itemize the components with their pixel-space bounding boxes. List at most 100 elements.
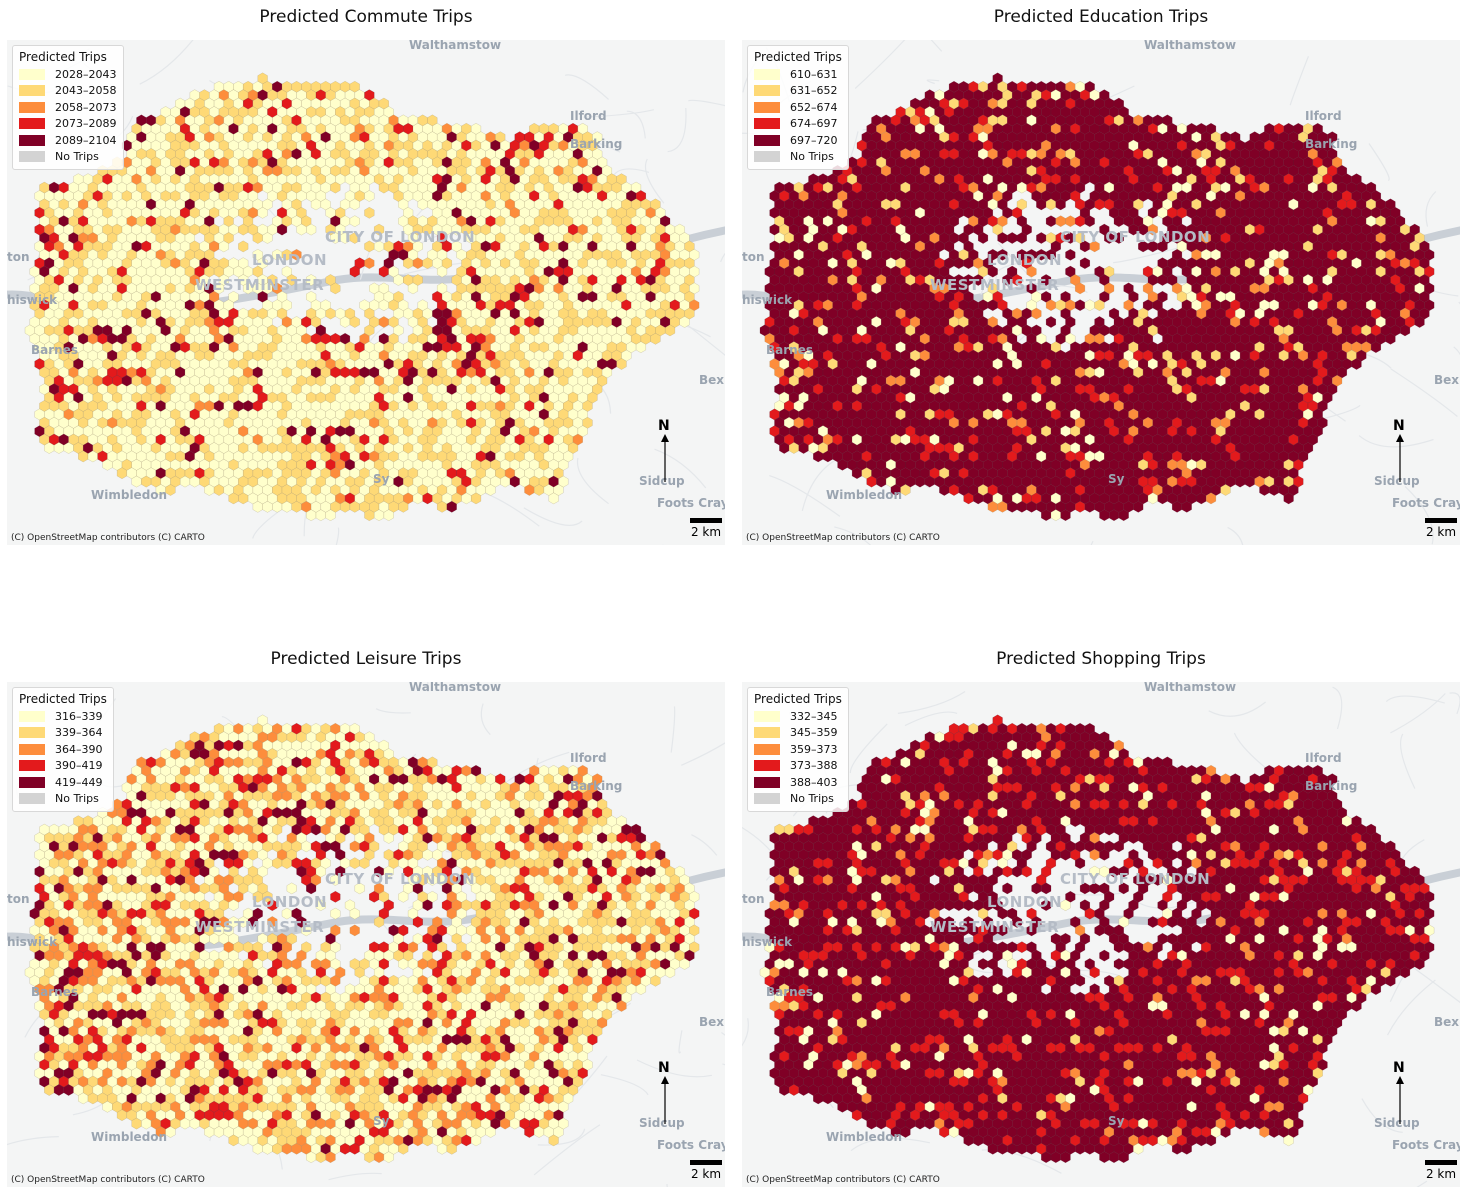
legend-title: Predicted Trips: [19, 50, 107, 64]
place-label-chiswick: hiswick: [7, 293, 58, 307]
street-line: [926, 79, 940, 85]
place-label-barnes: Barnes: [31, 343, 78, 357]
legend-label: 2073–2089: [55, 117, 117, 131]
hex-cell: [165, 484, 176, 496]
scale-bar-line: [690, 518, 722, 523]
street-line: [801, 456, 843, 512]
street-line: [576, 457, 609, 505]
hex-cell: [277, 223, 288, 236]
hex-cell: [306, 274, 317, 286]
hex-cell: [1055, 215, 1066, 228]
place-label-london: LONDON: [252, 251, 328, 269]
hex-cell: [383, 509, 394, 522]
street-line: [1113, 246, 1182, 264]
street-line: [1453, 346, 1460, 356]
street-line: [654, 448, 707, 489]
legend-swatch: [19, 134, 45, 146]
street-line: [1358, 435, 1434, 448]
street-line: [688, 99, 725, 107]
street-line: [523, 507, 583, 526]
hex-cell: [364, 257, 375, 270]
hex-cell: [485, 484, 496, 496]
hex-cell: [330, 181, 341, 194]
street-line: [1458, 301, 1460, 305]
place-label-westminster: WESTMINSTER: [195, 276, 325, 294]
legend-label: 2043–2058: [55, 84, 117, 98]
legend-swatch: [19, 68, 45, 80]
street-line: [997, 242, 1042, 290]
hex-cell: [1084, 299, 1095, 312]
hex-cell: [349, 265, 360, 278]
hex-cell: [398, 500, 409, 513]
legend: Predicted Trips 2028–2043 2043–2058 2058–20…: [12, 45, 124, 170]
hex-map: Walthamstow Ilford Barking CITY OF LONDON LO…: [7, 40, 725, 545]
hex-cell: [1036, 232, 1047, 244]
map-attribution: (C) OpenStreetMap contributors (C) CARTO: [11, 533, 205, 543]
street-line: [583, 109, 655, 118]
street-line: [667, 107, 687, 153]
place-label-wimbledon: Wimbledon: [91, 488, 168, 502]
hex-cell: [257, 206, 268, 219]
street-line: [1289, 56, 1309, 106]
street-line: [1404, 485, 1434, 545]
legend-swatch: [19, 118, 45, 130]
hex-grid: [24, 72, 700, 522]
hex-cell: [349, 198, 360, 211]
hex-cell: [374, 223, 385, 236]
legend-label: No Trips: [55, 150, 99, 164]
place-label-ealing: ton: [7, 250, 30, 264]
hex-cell: [364, 206, 375, 219]
legend-label: 2028–2043: [55, 67, 117, 81]
street-line: [742, 132, 756, 135]
place-label-foots-cray: Foots Cray: [657, 496, 725, 510]
legend-entry: 2073–2089: [19, 116, 117, 133]
place-label-sidcup: Sidcup: [639, 474, 685, 488]
scale-bar: 2 km: [689, 518, 723, 539]
hex-cell: [364, 190, 375, 202]
panel-title: Predicted Commute Trips: [259, 7, 473, 27]
hex-cell: [286, 274, 297, 286]
hex-cell: [1065, 248, 1076, 261]
scale-label: 2 km: [690, 525, 722, 539]
hex-cell: [349, 232, 360, 244]
street-line: [139, 40, 194, 85]
place-label-barking: Barking: [570, 137, 623, 151]
hex-cell: [1065, 215, 1076, 228]
hex-cell: [349, 215, 360, 228]
hex-cell: [1045, 316, 1056, 328]
street-line: [854, 40, 906, 89]
street-line: [1368, 143, 1390, 181]
legend-swatch: [19, 101, 45, 113]
hex-cell: [1045, 215, 1056, 228]
hex-cell: [616, 358, 627, 370]
hex-cell: [306, 223, 317, 236]
place-label-sydenham: Sy: [373, 472, 390, 486]
street-line: [1425, 191, 1437, 227]
north-label: N: [658, 418, 670, 434]
hex-cell: [437, 265, 448, 278]
legend-label: 2089–2104: [55, 133, 117, 147]
street-line: [335, 527, 340, 545]
street-line: [644, 158, 665, 204]
hex-cell: [1007, 232, 1018, 244]
street-line: [1090, 540, 1094, 545]
hex-cell: [291, 248, 302, 261]
street-line: [834, 526, 872, 545]
basemap: [742, 40, 1460, 545]
hex-map: Walthamstow Ilford Barking CITY OF LONDON LO…: [742, 40, 1460, 545]
street-line: [564, 74, 610, 100]
hex-cell: [330, 282, 341, 295]
hex-cell: [218, 240, 229, 253]
street-line: [769, 475, 841, 517]
hex-cell: [1075, 299, 1086, 312]
north-arrow: N: [655, 418, 675, 484]
street-line: [626, 110, 646, 139]
hex-cell: [349, 316, 360, 328]
map-panel-commute: Predicted Commute Trips Walthamstow Ilfor…: [7, 2, 725, 547]
legend-entry: 2058–2073: [19, 99, 117, 116]
basemap: [7, 40, 725, 545]
street-line: [720, 252, 725, 263]
hex-cell: [548, 492, 559, 505]
panel-title: Predicted Education Trips: [993, 7, 1209, 27]
legend-label: 2058–2073: [55, 100, 117, 114]
